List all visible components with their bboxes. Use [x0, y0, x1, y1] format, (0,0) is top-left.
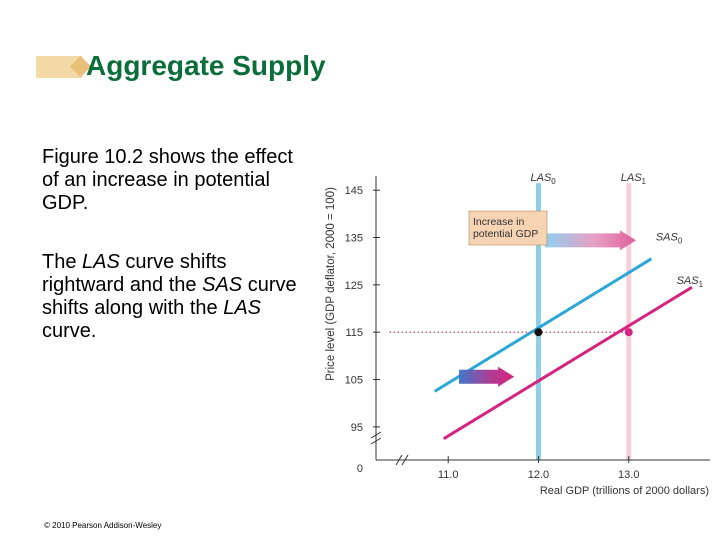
las-label-0-sub: 0 [551, 177, 556, 186]
equilibrium-point [534, 328, 543, 337]
paragraph-2-part: LAS [82, 251, 120, 273]
paragraph-2-part: The [42, 251, 83, 273]
x-tick-label: 11.0 [438, 469, 459, 481]
y-tick-label: 95 [351, 422, 363, 434]
y-axis-label: Price level (GDP deflator, 2000 = 100) [325, 187, 337, 381]
annotation-text: potential GDP [473, 228, 538, 240]
slide-title: Aggregate Supply [86, 50, 326, 81]
x-tick-label: 13.0 [618, 469, 639, 481]
las-label-1-main: LAS [621, 172, 642, 184]
x-tick-label: 12.0 [528, 469, 549, 481]
paragraph-2-part: SAS [202, 274, 243, 296]
y-tick-label: 145 [345, 185, 363, 197]
paragraph-2: The LAS curve shifts rightward and the S… [42, 251, 302, 343]
y-tick-label: 135 [345, 233, 363, 245]
sas-label-1: SAS1 [677, 275, 704, 289]
sas-label-0: SAS0 [656, 231, 683, 245]
las-label-1: LAS1 [621, 172, 647, 186]
origin-label: 0 [357, 463, 363, 475]
sas-label-0-main: SAS [656, 231, 679, 243]
paragraph-2-part: LAS [223, 297, 262, 319]
annotation-box [468, 210, 548, 246]
annotation-text: Increase in [473, 216, 525, 228]
paragraph-2-part: curve. [42, 320, 97, 342]
aggregate-supply-chart: 145 135 125 115 105 95 11.0 12.0 13.0 0 Real GDP (… [325, 172, 710, 497]
shift-arrow-top-icon [544, 230, 636, 251]
sas-line-1 [442, 285, 693, 440]
y-tick-label: 125 [345, 280, 363, 292]
equilibrium-point [624, 328, 633, 337]
title-bar [36, 56, 82, 78]
x-axis-break-icon [395, 454, 409, 466]
sas-line-0 [433, 257, 653, 393]
y-tick-label: 105 [345, 375, 363, 387]
paragraph-1: Figure 10.2 shows the effect of an incre… [42, 146, 293, 214]
las-label-0: LAS0 [530, 172, 556, 186]
y-tick-label: 115 [345, 327, 363, 339]
sas-label-0-sub: 0 [678, 236, 683, 245]
copyright-text: © 2010 Pearson Addison-Wesley [44, 521, 162, 530]
y-axis-break-icon [370, 431, 382, 445]
sas-label-1-sub: 1 [699, 280, 704, 289]
paragraph-2-part: curve shifts rightward and the [42, 251, 227, 296]
paragraph-2-part: curve shifts along with the [42, 274, 297, 319]
sas-label-1-main: SAS [677, 275, 700, 287]
las-label-1-sub: 1 [642, 177, 647, 186]
x-axis-label: Real GDP (trillions of 2000 dollars) [540, 485, 709, 497]
shift-arrow-bottom-icon [459, 366, 515, 387]
las-label-0-main: LAS [530, 172, 551, 184]
